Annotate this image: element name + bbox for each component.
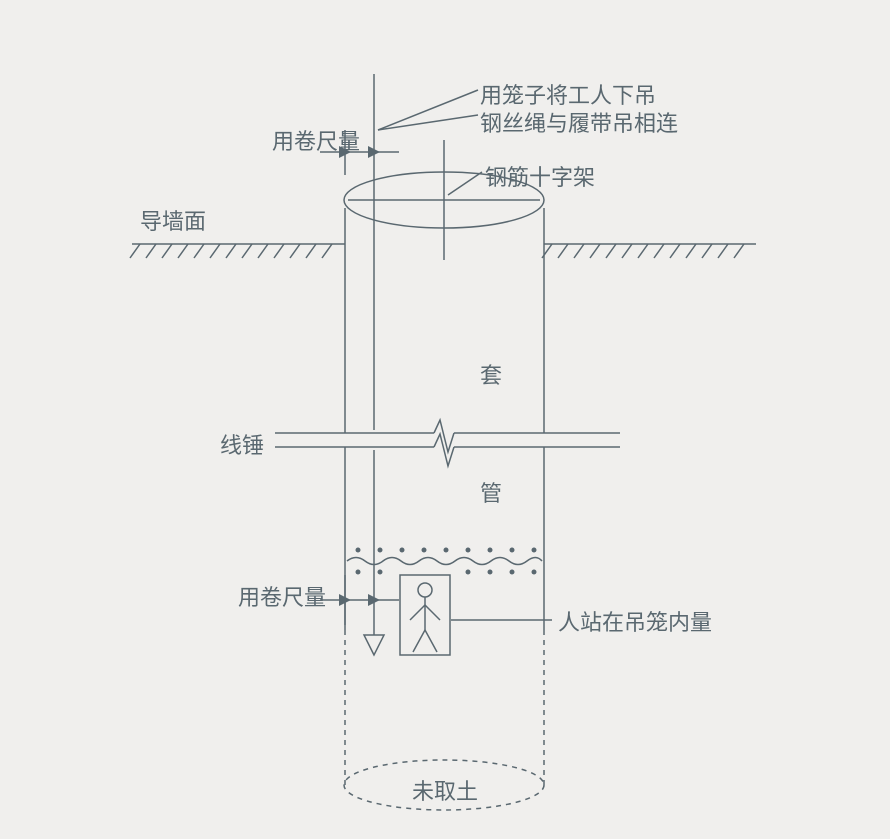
label-plumb: 线锤	[220, 428, 264, 460]
leader-steel-cross	[448, 172, 482, 195]
label-steel-cross: 钢筋十字架	[485, 160, 595, 192]
diagram-container: 用笼子将工人下吊 钢丝绳与履带吊相连 钢筋十字架 用卷尺量 导墙面 线锤 套 管…	[0, 0, 890, 839]
label-tape-bottom: 用卷尺量	[238, 580, 326, 612]
leader-top-2	[378, 115, 478, 130]
label-casing-1: 套	[480, 358, 502, 390]
break-symbol	[275, 420, 620, 466]
label-person: 人站在吊笼内量	[558, 605, 712, 637]
ground-hatch-left	[130, 244, 332, 258]
wavy-line	[347, 558, 542, 565]
stick-figure	[410, 583, 440, 652]
tape-measure-bottom-arrows	[320, 575, 399, 625]
label-wall-surface: 导墙面	[140, 204, 206, 236]
leader-top-1	[378, 90, 478, 130]
diagram-svg	[0, 0, 890, 839]
ground-hatch-right	[542, 244, 744, 258]
label-tape-top: 用卷尺量	[272, 124, 360, 156]
label-unsampled: 未取土	[412, 774, 478, 806]
label-top-right-2: 钢丝绳与履带吊相连	[480, 106, 678, 138]
down-arrow	[364, 580, 384, 655]
label-casing-2: 管	[480, 476, 502, 508]
